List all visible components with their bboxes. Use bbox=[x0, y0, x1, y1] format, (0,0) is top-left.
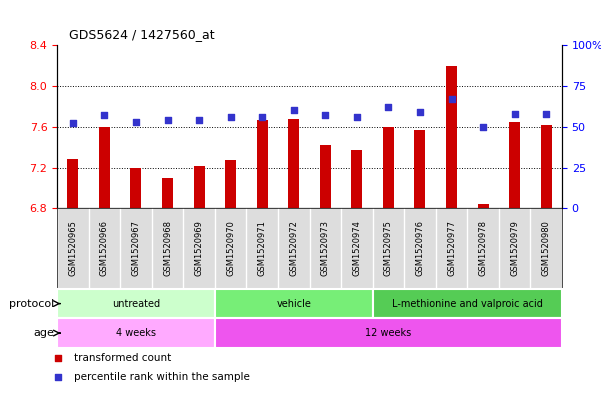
Bar bbox=[57, 289, 215, 318]
Bar bbox=[446, 66, 457, 208]
Text: GSM1520965: GSM1520965 bbox=[69, 220, 78, 276]
Point bbox=[352, 114, 362, 120]
Bar bbox=[352, 150, 362, 208]
Bar bbox=[383, 127, 394, 208]
Point bbox=[416, 96, 426, 103]
Text: GSM1520971: GSM1520971 bbox=[258, 220, 267, 276]
Text: GSM1520980: GSM1520980 bbox=[542, 220, 551, 276]
Bar bbox=[478, 204, 489, 208]
Text: percentile rank within the sample: percentile rank within the sample bbox=[73, 372, 249, 382]
Point bbox=[163, 117, 172, 123]
Point bbox=[416, 275, 426, 281]
Text: GSM1520970: GSM1520970 bbox=[226, 220, 235, 276]
Text: GSM1520975: GSM1520975 bbox=[384, 220, 393, 276]
Bar bbox=[215, 318, 562, 348]
Text: GSM1520972: GSM1520972 bbox=[289, 220, 298, 276]
Point bbox=[542, 110, 551, 117]
Text: GSM1520977: GSM1520977 bbox=[447, 220, 456, 276]
Text: GSM1520968: GSM1520968 bbox=[163, 220, 172, 276]
Text: GSM1520973: GSM1520973 bbox=[321, 220, 330, 276]
Point bbox=[510, 110, 519, 117]
Bar bbox=[130, 167, 141, 208]
Text: GSM1520976: GSM1520976 bbox=[415, 220, 424, 276]
Bar bbox=[320, 145, 331, 208]
Text: GSM1520979: GSM1520979 bbox=[510, 220, 519, 276]
Bar bbox=[57, 318, 215, 348]
Bar bbox=[373, 289, 562, 318]
Text: GSM1520969: GSM1520969 bbox=[195, 220, 204, 276]
Bar bbox=[225, 160, 236, 208]
Point bbox=[478, 124, 488, 130]
Bar bbox=[257, 119, 267, 208]
Bar bbox=[509, 122, 520, 208]
Text: GSM1520966: GSM1520966 bbox=[100, 220, 109, 276]
Point bbox=[447, 96, 456, 102]
Bar bbox=[162, 178, 173, 208]
Point bbox=[383, 104, 393, 110]
Text: GSM1520974: GSM1520974 bbox=[352, 220, 361, 276]
Bar bbox=[67, 159, 78, 208]
Point bbox=[320, 112, 330, 118]
Text: GDS5624 / 1427560_at: GDS5624 / 1427560_at bbox=[69, 28, 215, 41]
Bar bbox=[415, 130, 426, 208]
Text: age: age bbox=[33, 328, 54, 338]
Text: untreated: untreated bbox=[112, 299, 160, 309]
Point bbox=[100, 112, 109, 118]
Point bbox=[257, 114, 267, 120]
Bar bbox=[194, 167, 204, 208]
Point bbox=[194, 117, 204, 123]
Text: 4 weeks: 4 weeks bbox=[116, 328, 156, 338]
Text: transformed count: transformed count bbox=[73, 353, 171, 363]
Point bbox=[68, 120, 78, 127]
Text: GSM1520978: GSM1520978 bbox=[478, 220, 487, 276]
Text: L-methionine and valproic acid: L-methionine and valproic acid bbox=[392, 299, 543, 309]
Bar bbox=[215, 289, 373, 318]
Bar bbox=[99, 127, 110, 208]
Bar bbox=[541, 125, 552, 208]
Text: GSM1520967: GSM1520967 bbox=[132, 220, 141, 276]
Point bbox=[131, 119, 141, 125]
Point bbox=[289, 107, 299, 114]
Point bbox=[226, 114, 236, 120]
Bar bbox=[288, 119, 299, 208]
Text: vehicle: vehicle bbox=[276, 299, 311, 309]
Text: protocol: protocol bbox=[9, 299, 54, 309]
Point bbox=[415, 109, 425, 115]
Text: 12 weeks: 12 weeks bbox=[365, 328, 412, 338]
